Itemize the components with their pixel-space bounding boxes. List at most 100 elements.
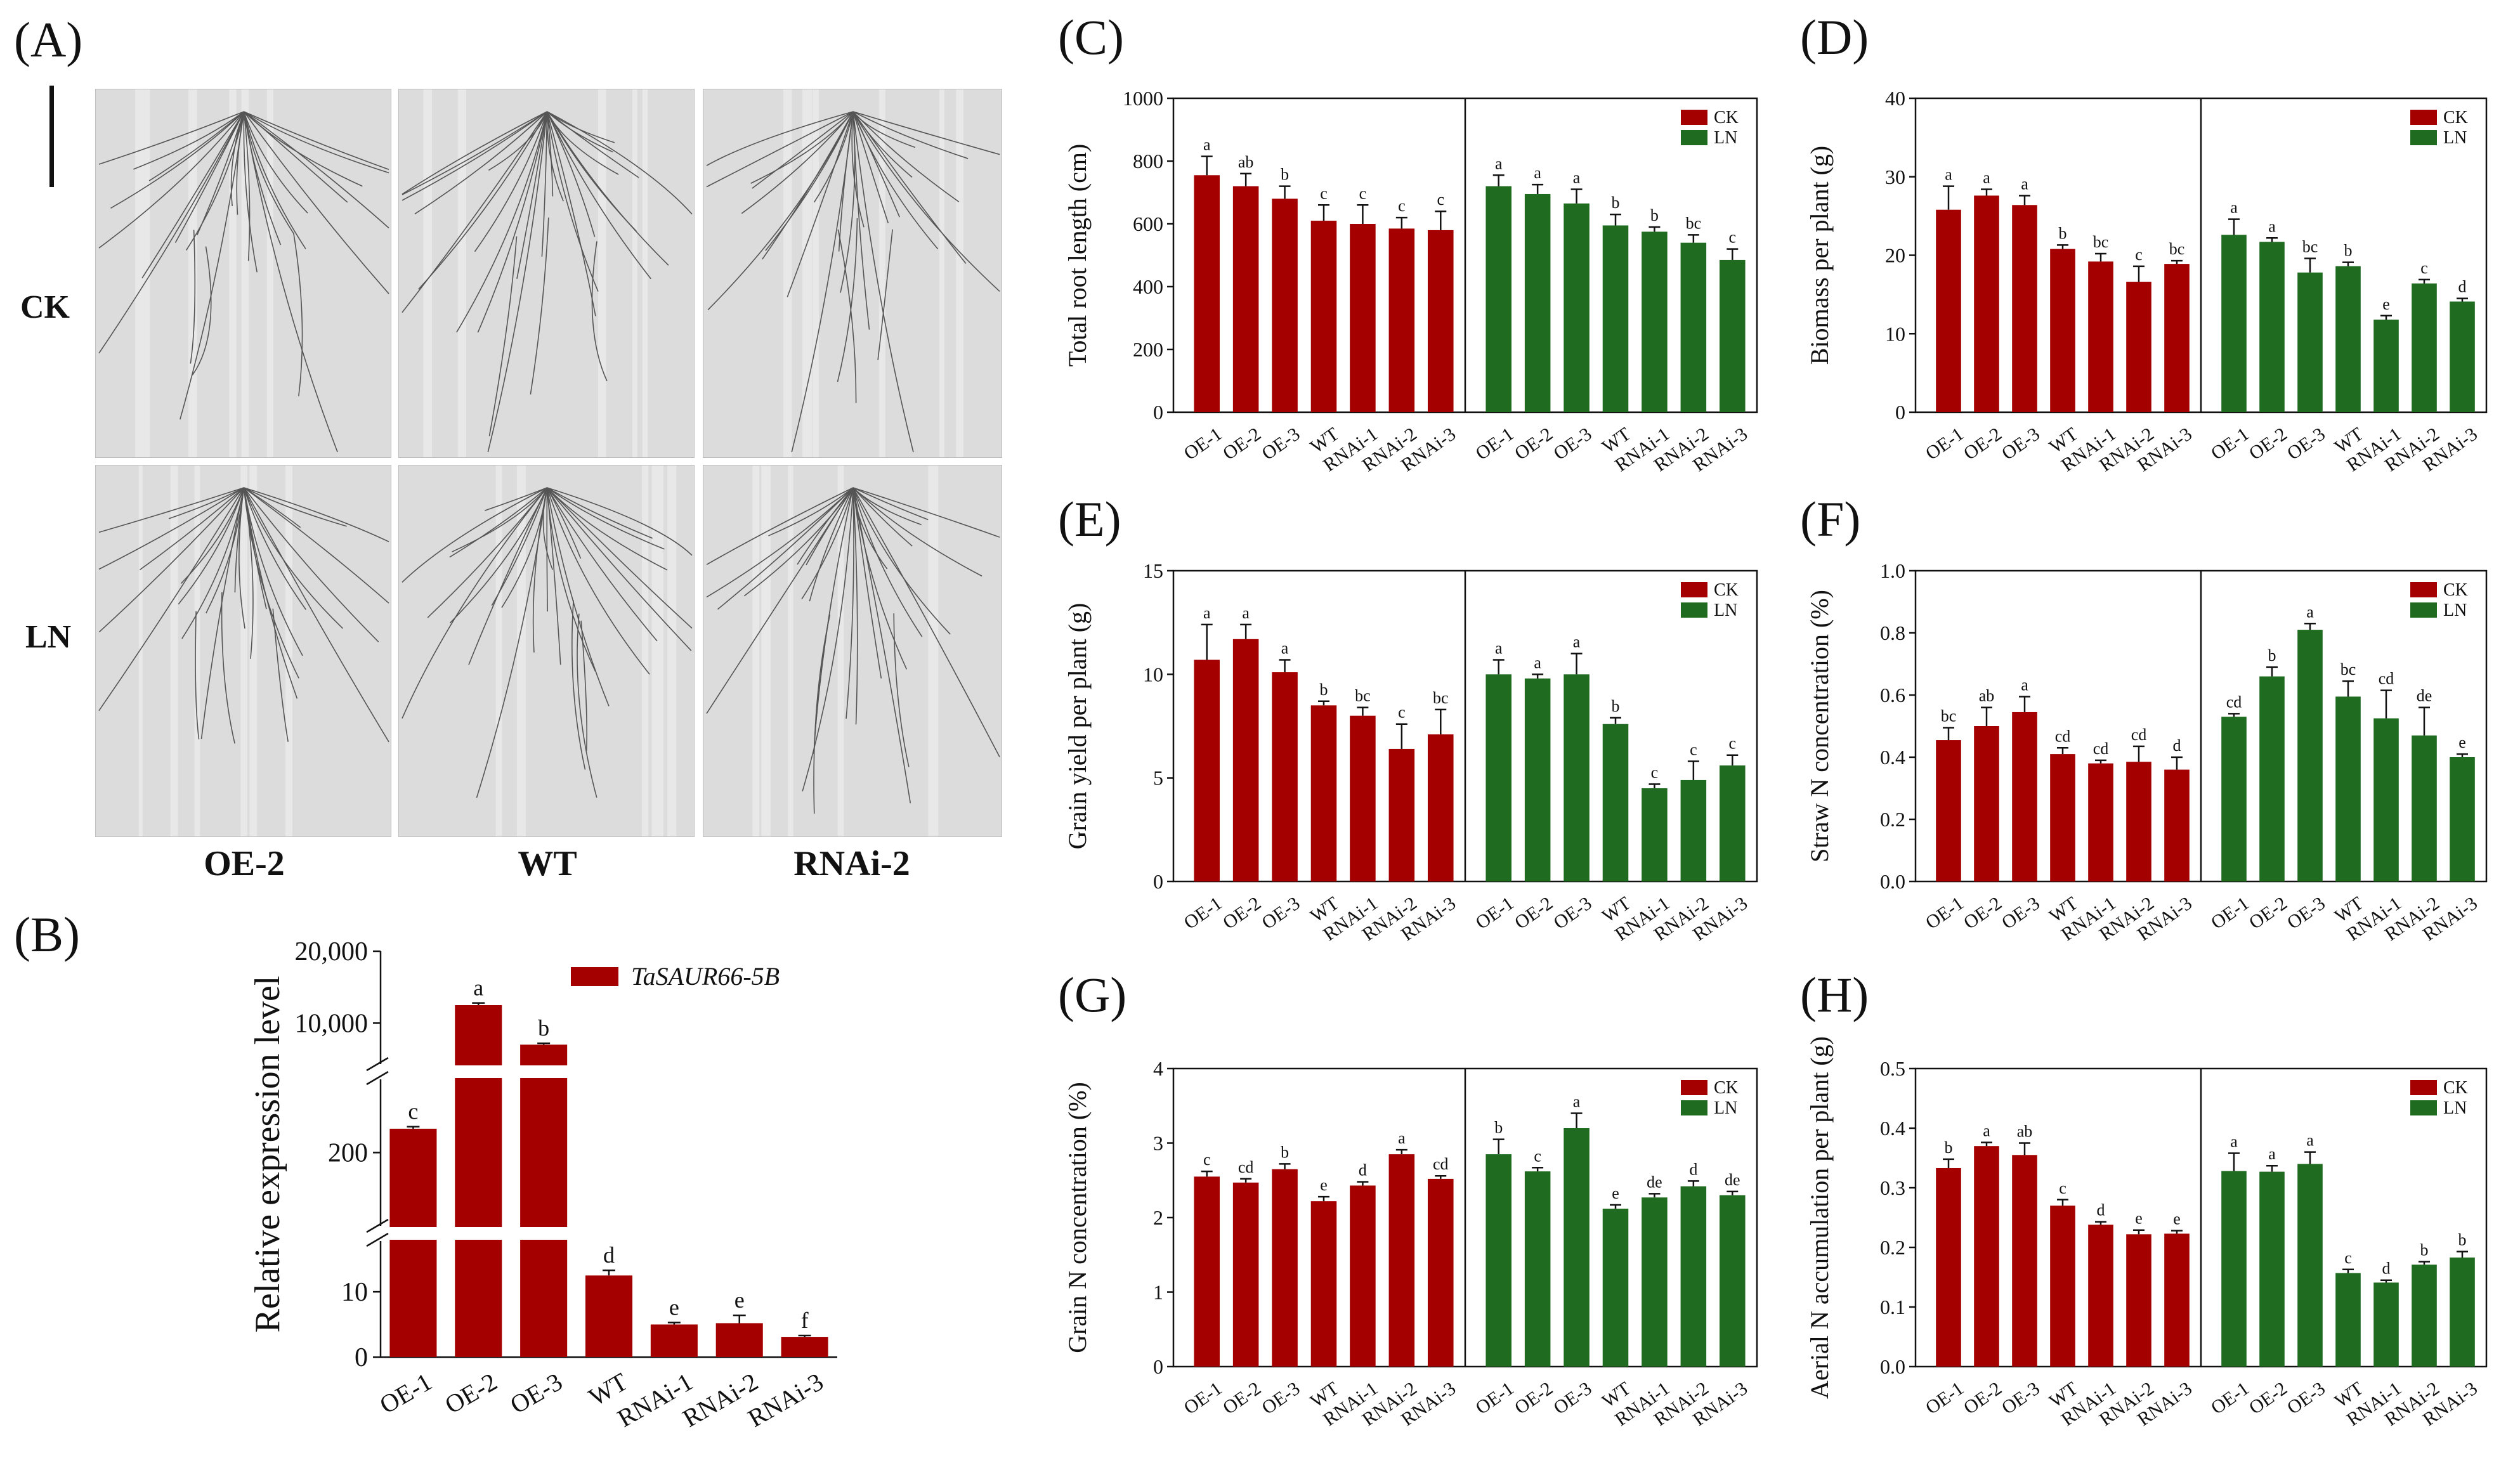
bar [2373, 319, 2399, 412]
root-strand [546, 111, 599, 292]
root-strand [98, 487, 244, 533]
root-strand [244, 111, 389, 174]
significance-letter: b [1281, 1143, 1289, 1161]
root-strand [706, 487, 854, 598]
root-strand [243, 111, 338, 453]
root-strand-long [530, 218, 549, 395]
y-tick-label: 10 [1885, 322, 1905, 345]
root-strand [402, 487, 548, 719]
x-tick-label: OE-3 [1550, 893, 1595, 933]
axis-break-mark [366, 1057, 389, 1072]
root-strand-long [837, 218, 858, 382]
bar [2259, 1171, 2285, 1367]
x-tick-label: OE-2 [2245, 424, 2291, 464]
root-strand [456, 111, 548, 333]
y-tick-label: 30 [1885, 166, 1905, 188]
root-strand [243, 487, 389, 743]
y-tick-label: 40 [1885, 87, 1905, 110]
significance-letter: c [1398, 703, 1406, 722]
panel-letter: (H) [1800, 967, 1869, 1022]
x-tick-label: OE-2 [1511, 424, 1557, 464]
bar-break-band [519, 1227, 568, 1240]
photo-stripe [752, 465, 759, 836]
root-drawing [98, 89, 389, 457]
legend-swatch [1681, 110, 1707, 125]
bar [1428, 230, 1454, 412]
y-tick-label: 1 [1153, 1281, 1163, 1304]
root-strand [477, 111, 548, 333]
significance-letter: bc [1433, 689, 1449, 707]
legend-swatch [1681, 602, 1707, 618]
y-axis-label: Grain N concentration (%) [1063, 1082, 1092, 1353]
legend-label: CK [1714, 1078, 1739, 1098]
legend-label: LN [1714, 1098, 1737, 1118]
bar [2050, 249, 2075, 412]
bar [389, 1128, 437, 1357]
bar-break-band [454, 1227, 503, 1240]
y-tick-label: 0 [1153, 401, 1163, 424]
legend-swatch [1681, 1100, 1707, 1115]
significance-letter: a [1534, 164, 1541, 182]
root-strand [743, 487, 854, 597]
scale-bar [49, 86, 54, 187]
bar [2412, 1265, 2437, 1367]
root-strand [178, 487, 245, 605]
bar [2450, 757, 2475, 881]
root-strand [244, 487, 389, 604]
y-tick-label: 0.8 [1880, 621, 1905, 644]
significance-letter: a [1573, 169, 1581, 187]
bar [1680, 779, 1707, 881]
y-tick-label: 0 [355, 1343, 368, 1372]
y-tick-label: 10,000 [295, 1009, 369, 1038]
photo-stripe [783, 89, 792, 457]
col-label-wt: WT [518, 844, 577, 883]
significance-letter: c [2420, 259, 2428, 277]
significance-letter: c [1651, 763, 1659, 781]
significance-letter: a [1495, 154, 1503, 172]
x-tick-label: OE-2 [1219, 424, 1265, 464]
root-strand [546, 487, 561, 665]
significance-letter: c [1729, 734, 1737, 753]
root-strand [852, 487, 1000, 538]
significance-letter: c [1437, 190, 1445, 209]
root-strand [243, 111, 258, 273]
significance-letter: bc [2340, 660, 2356, 679]
root-strand-long [190, 230, 196, 364]
chart-b: (B) 20,000 10,000 200 10 0 Relative expression… [14, 907, 837, 1433]
root-strand [546, 111, 669, 266]
legend-label: CK [2443, 1078, 2468, 1098]
significance-letter: a [2230, 1132, 2238, 1150]
x-tick-label: OE-2 [1960, 424, 2006, 464]
bar-break-band [454, 1065, 503, 1078]
significance-letter: c [1320, 184, 1328, 202]
y-tick-label: 0.4 [1880, 746, 1905, 769]
root-drawing [98, 465, 389, 836]
photo-stripe [837, 465, 844, 836]
root-strand [402, 111, 547, 195]
significance-letter: e [2135, 1209, 2143, 1228]
legend-label: CK [1714, 580, 1739, 600]
bar [1642, 1197, 1668, 1367]
bar [1272, 198, 1298, 412]
y-axis-label: Biomass per plant (g) [1805, 146, 1834, 365]
root-strand [476, 487, 548, 798]
bar [1272, 672, 1298, 881]
root-strand [852, 111, 914, 453]
root-strand [546, 487, 692, 651]
root-strand [852, 111, 900, 218]
root-strand [110, 111, 245, 209]
photo-stripe [285, 465, 292, 836]
bar [2221, 235, 2247, 412]
photo-stripe [878, 89, 885, 457]
root-photo-oe2-ck [95, 89, 391, 458]
significance-letter: c [2344, 1249, 2352, 1267]
x-tick-label: OE-2 [1511, 1378, 1557, 1419]
bar [1350, 715, 1376, 881]
significance-letter: a [2021, 174, 2028, 193]
col-label-rnai2: RNAi-2 [793, 844, 910, 883]
bar [2126, 1234, 2151, 1367]
root-strand [185, 111, 245, 251]
photo-stripe [241, 89, 249, 457]
root-strand [787, 111, 854, 297]
root-strand [468, 487, 548, 665]
